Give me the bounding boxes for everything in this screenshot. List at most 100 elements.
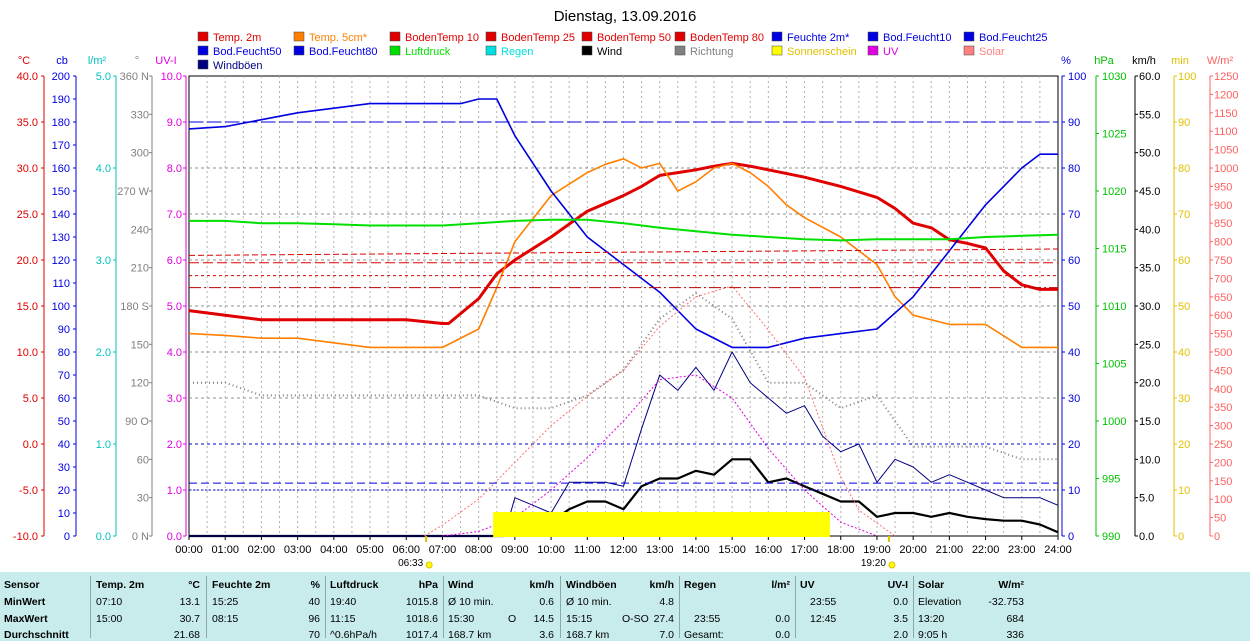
legend-label: Regen <box>501 46 533 58</box>
uv-avg-val: 2.0 <box>893 629 908 641</box>
sensor-min-label: MinWert <box>4 596 46 608</box>
chart-title: Dienstag, 13.09.2016 <box>554 8 697 25</box>
axis-tick-label: 4.0 <box>167 347 182 359</box>
x-tick-label: 10:00 <box>537 544 565 556</box>
axis-unit-label: l/m² <box>88 55 107 67</box>
axis-tick-label: 40 <box>1068 347 1080 359</box>
axis-tick-label: -5.0 <box>19 485 38 497</box>
uv-max-val: 3.5 <box>893 613 908 625</box>
axis-tick-label: 1015 <box>1102 244 1126 256</box>
axis-tick-label: 0.0 <box>1139 531 1154 543</box>
axis-tick-label: 600 <box>1214 310 1232 322</box>
x-tick-label: 11:00 <box>574 544 601 556</box>
axis-tick-label: 25.0 <box>17 209 38 221</box>
axis-tick-label: 8.0 <box>167 163 182 175</box>
stats-divider <box>206 576 207 638</box>
axis-tick-label: 45.0 <box>1139 186 1160 198</box>
press-avg-val: 1017.4 <box>405 629 438 641</box>
axis-tick-label: 60 <box>1178 255 1190 267</box>
gust-min-label: Ø 10 min. <box>566 596 612 608</box>
axis-tick-label: 30 <box>1068 393 1080 405</box>
uv-title: UV <box>800 579 815 591</box>
gust-min-val: 4.8 <box>659 596 674 608</box>
wind-min-val: 0.6 <box>539 596 554 608</box>
axis-tick-label: 100 <box>1214 494 1232 506</box>
sun-event-label: 19:20 <box>861 558 886 569</box>
press-min-time: 19:40 <box>330 596 357 608</box>
x-tick-label: 01:00 <box>211 544 239 556</box>
solar-unit: W/m² <box>998 579 1024 591</box>
wind-max-val: 14.5 <box>533 613 554 625</box>
x-tick-label: 05:00 <box>356 544 384 556</box>
rain-title: Regen <box>684 579 717 591</box>
wind-avg-val: 3.6 <box>539 629 554 641</box>
axis-tick-label: 0 N <box>132 531 149 543</box>
axis-tick-label: 5.0 <box>23 393 38 405</box>
solar-min-val: -32.753 <box>988 596 1024 608</box>
temp-min-val: 13.1 <box>179 596 200 608</box>
axis-tick-label: 350 <box>1214 402 1232 414</box>
wind-title: Wind <box>448 579 474 591</box>
uv-unit: UV-I <box>887 579 908 591</box>
axis-tick-label: 50 <box>1178 301 1190 313</box>
legend-swatch <box>771 45 783 56</box>
series-line-uv <box>442 374 878 537</box>
uv-min-time: 23:55 <box>810 596 837 608</box>
axis-tick-label: 15.0 <box>1139 416 1160 428</box>
temp-avg-val: 21.68 <box>173 629 200 641</box>
stats-col-solar: Solar W/m² Elevation -32.753 13:20 684 9:05… <box>914 572 1028 641</box>
axis-tick-label: 1030 <box>1102 71 1126 83</box>
press-max-time: 11:15 <box>330 613 356 625</box>
temp-max-val: 30.7 <box>179 613 200 625</box>
axis-tick-label: 150 <box>1214 476 1232 488</box>
legend-label: Bod.Feucht50 <box>213 46 282 58</box>
axis-tick-label: 400 <box>1214 384 1232 396</box>
axis-tick-label: 170 <box>52 140 70 152</box>
series-line-luftdruck <box>189 218 1059 242</box>
stats-divider <box>795 576 796 638</box>
sunshine-bar <box>493 512 830 537</box>
axis-tick-label: 1005 <box>1102 359 1126 371</box>
axis-tick-label: 30 <box>58 462 70 474</box>
axis-tick-label: -10.0 <box>13 531 38 543</box>
solar-avg-label: 9:05 h <box>918 629 948 641</box>
gust-max-val: 27.4 <box>653 613 674 625</box>
solar-avg-val: 336 <box>1006 629 1024 641</box>
axis-tick-label: 50 <box>58 416 70 428</box>
axis-tick-label: 10.0 <box>17 347 38 359</box>
axis-tick-label: 50 <box>1214 513 1226 525</box>
axis-tick-label: 70 <box>58 370 70 382</box>
x-tick-label: 06:00 <box>392 544 420 556</box>
axis-tick-label: 35.0 <box>17 117 38 129</box>
axis-tick-label: 10 <box>58 508 70 520</box>
legend-label: Bod.Feucht25 <box>979 32 1048 44</box>
axis-tick-label: 3.0 <box>167 393 182 405</box>
solar-max-time: 13:20 <box>918 613 945 625</box>
legend-label: Solar <box>979 46 1005 58</box>
sun-icon <box>425 561 433 569</box>
axis-tick-label: 90 <box>1178 117 1190 129</box>
axis-tick-label: 130 <box>52 232 70 244</box>
axis-tick-label: 450 <box>1214 365 1232 377</box>
series-line-temp-5cm <box>188 158 1058 349</box>
x-tick-label: 24:00 <box>1044 544 1072 556</box>
axis-tick-label: 6.0 <box>167 255 182 267</box>
hum-max-val: 96 <box>308 613 320 625</box>
axis-tick-label: 1100 <box>1214 126 1238 138</box>
axis-tick-label: 200 <box>52 71 70 83</box>
legend-swatch <box>963 31 975 42</box>
axis-tick-label: 50 <box>1068 301 1080 313</box>
axis-tick-label: 995 <box>1102 474 1120 486</box>
legend-label: Bod.Feucht10 <box>883 32 952 44</box>
axis-unit-label: % <box>1061 55 1071 67</box>
axis-tick-label: 90 <box>1068 117 1080 129</box>
axis-tick-label: 5.0 <box>96 71 111 83</box>
rain-avg-val: 0.0 <box>775 629 790 641</box>
press-avg-label: ^0.6hPa/h <box>330 629 377 641</box>
axis-tick-label: 30.0 <box>17 163 38 175</box>
axis-tick-label: 40 <box>1178 347 1190 359</box>
x-tick-label: 20:00 <box>899 544 927 556</box>
axis-tick-label: 25.0 <box>1139 339 1160 351</box>
axis-unit-label: km/h <box>1132 55 1156 67</box>
hum-min-val: 40 <box>308 596 320 608</box>
